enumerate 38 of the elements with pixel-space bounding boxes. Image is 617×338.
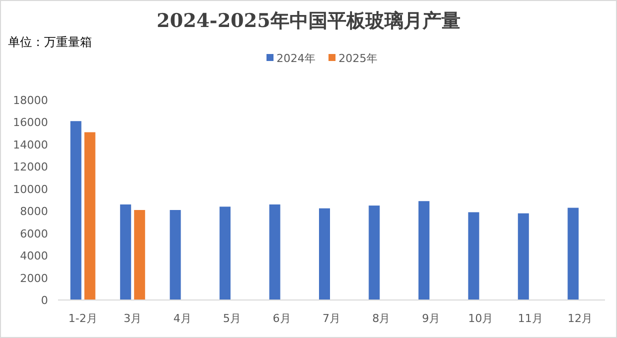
- y-tick-label: 12000: [13, 160, 48, 174]
- bar: [134, 210, 146, 300]
- y-tick-label: 18000: [13, 94, 48, 107]
- bar: [568, 208, 579, 300]
- bar: [120, 204, 132, 300]
- bar: [319, 208, 330, 300]
- y-tick-label: 14000: [13, 138, 48, 152]
- y-tick-label: 2000: [20, 272, 48, 285]
- y-tick-label: 6000: [20, 227, 48, 240]
- bar: [170, 210, 181, 300]
- legend-label: 2024年: [276, 52, 316, 65]
- bar: [368, 206, 380, 300]
- x-tick-label: 5月: [223, 312, 242, 325]
- x-tick-label: 8月: [372, 312, 390, 325]
- x-tick-label: 9月: [422, 312, 440, 325]
- x-tick-label: 10月: [468, 312, 494, 325]
- y-tick-label: 10000: [13, 182, 48, 196]
- y-tick-label: 8000: [20, 205, 48, 218]
- bar: [518, 213, 529, 300]
- legend-label: 2025年: [338, 52, 378, 65]
- bar: [269, 204, 280, 300]
- bar: [220, 206, 231, 300]
- bar: [418, 201, 430, 300]
- y-axis-title: 单位：万重量箱: [8, 35, 92, 49]
- x-tick-label: 3月: [124, 312, 142, 325]
- x-tick-label: 1-2月: [68, 312, 98, 325]
- y-tick-label: 16000: [13, 116, 48, 130]
- bar: [84, 132, 96, 300]
- bar: [468, 212, 480, 300]
- y-tick-label: 4000: [20, 250, 48, 263]
- x-tick-label: 4月: [173, 312, 192, 325]
- y-tick-label: 0: [41, 294, 48, 307]
- bar: [70, 121, 82, 300]
- x-tick-label: 7月: [322, 312, 340, 325]
- chart-title: 2024-2025年中国平板玻璃月产量: [156, 10, 460, 32]
- x-tick-label: 11月: [518, 312, 543, 325]
- x-tick-label: 12月: [568, 312, 593, 325]
- x-tick-label: 6月: [272, 312, 291, 325]
